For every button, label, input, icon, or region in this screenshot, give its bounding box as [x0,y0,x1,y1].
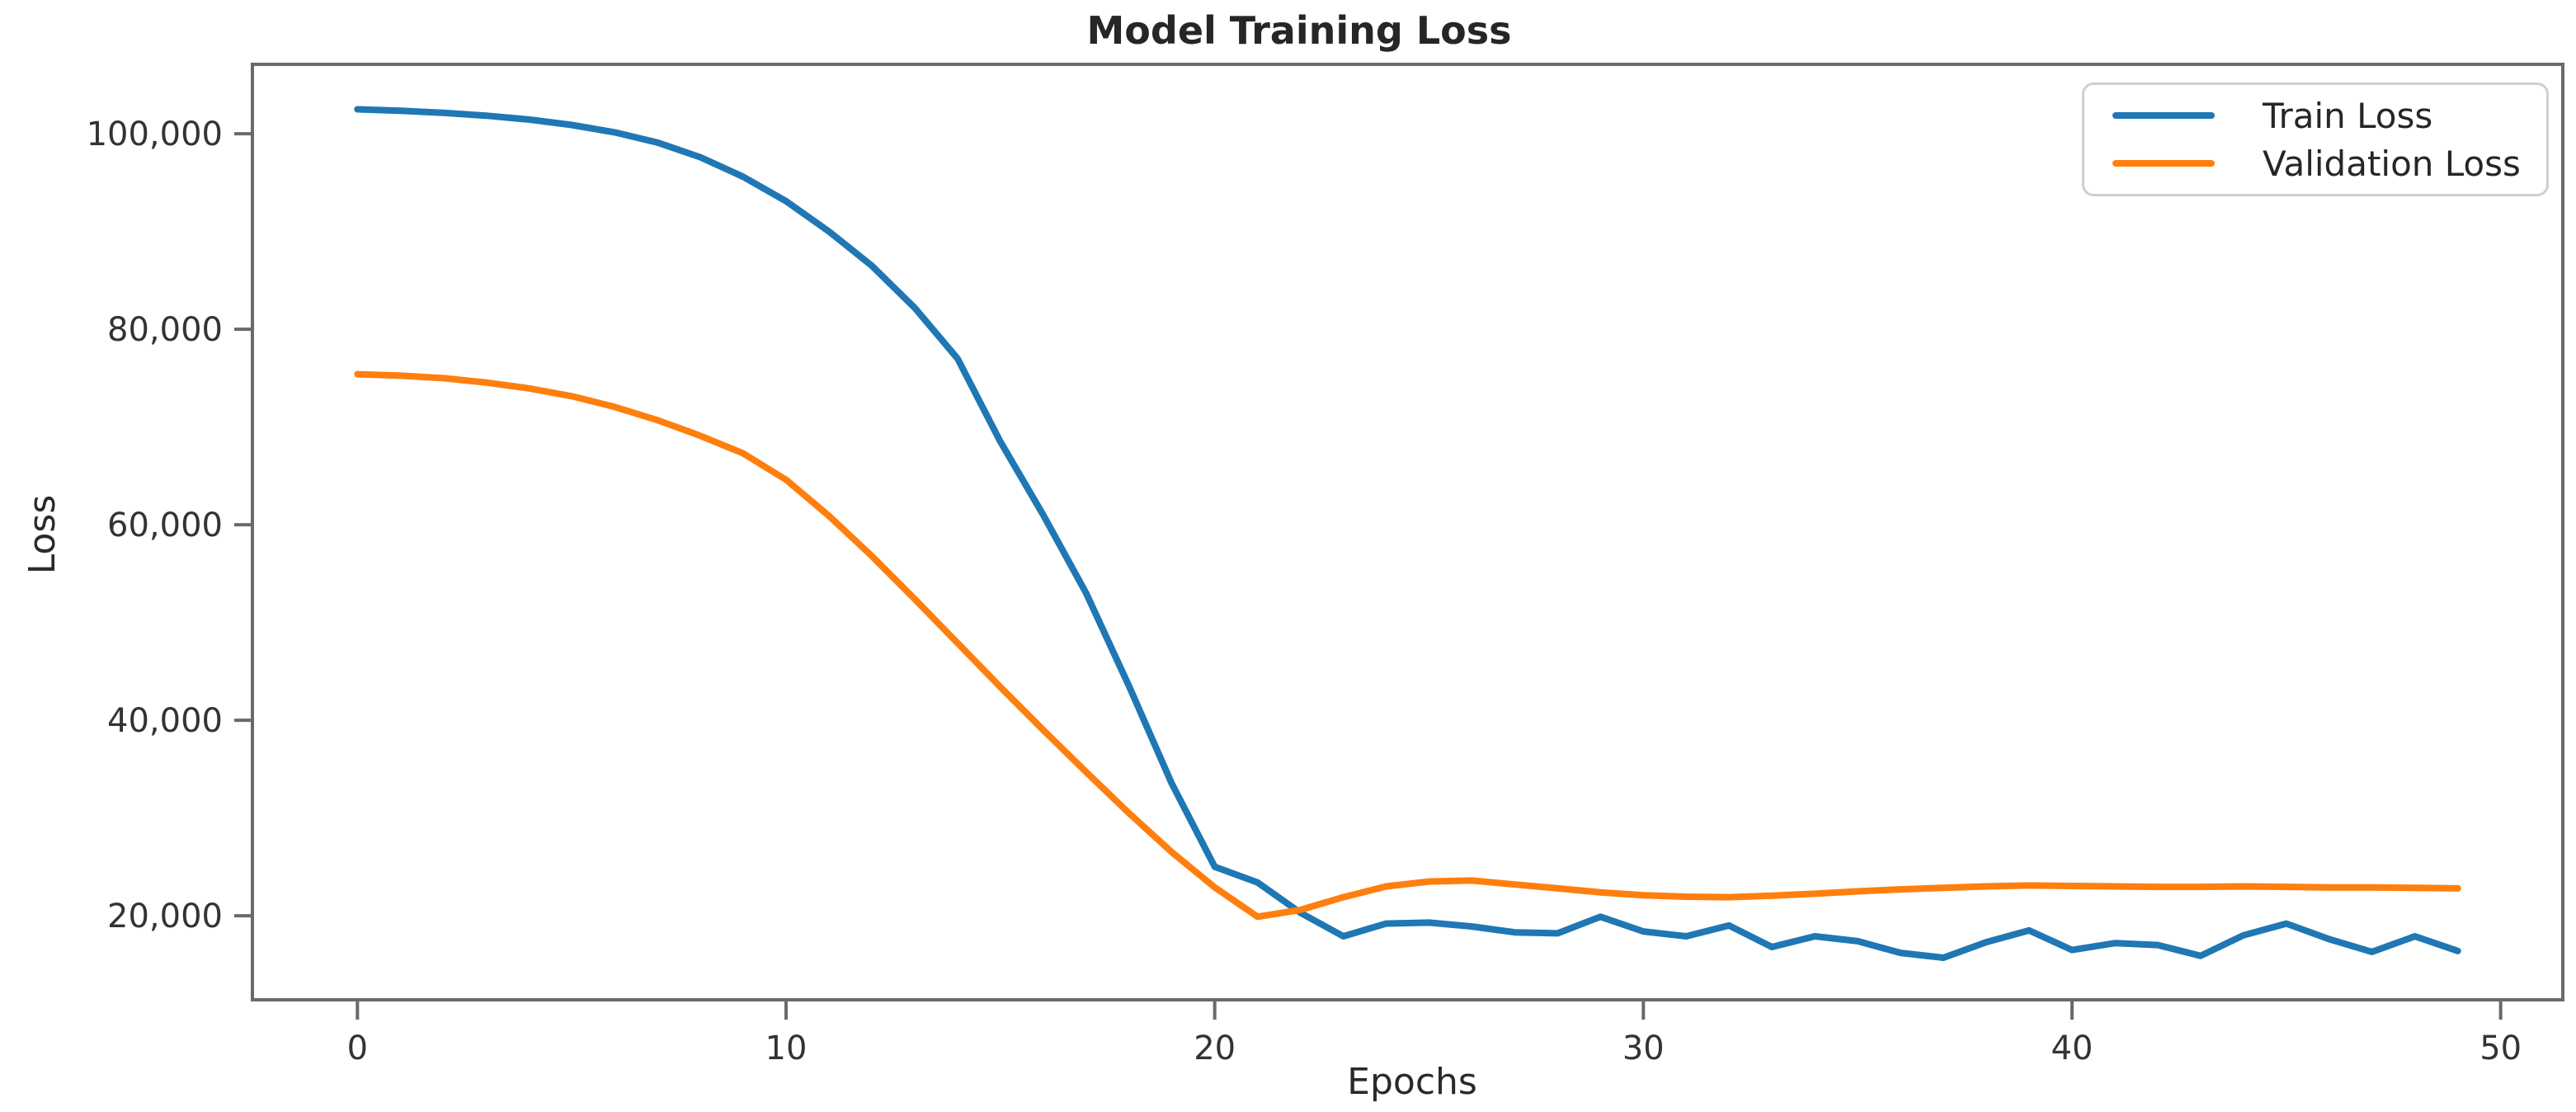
x-tick-label: 50 [2479,1030,2522,1067]
y-tick-label: 60,000 [107,507,223,544]
validation-loss-line-swatch [2112,160,2215,167]
legend-label-train-loss: Train Loss [2263,95,2433,136]
x-tick-label: 40 [2051,1030,2093,1067]
y-tick-label: 40,000 [107,702,223,740]
chart-title: Model Training Loss [1086,8,1512,53]
legend: Train Loss Validation Loss [2082,82,2549,196]
x-tick-label: 30 [1622,1030,1665,1067]
y-axis-label: Loss [21,495,64,575]
train-loss-line-swatch [2112,112,2215,119]
y-tick-label: 80,000 [107,311,223,349]
x-tick-label: 20 [1194,1030,1236,1067]
train-loss-line [354,106,2461,961]
axes-box [251,63,2564,1001]
validation-loss-line [354,370,2461,921]
legend-label-validation-loss: Validation Loss [2263,143,2521,184]
x-tick-label: 0 [347,1030,368,1067]
x-tick-label: 10 [765,1030,808,1067]
legend-item-validation-loss: Validation Loss [2112,139,2546,187]
legend-item-train-loss: Train Loss [2112,92,2546,139]
y-tick-label: 100,000 [87,115,223,153]
x-axis-label: Epochs [1347,1061,1477,1103]
y-tick-label: 20,000 [107,898,223,935]
